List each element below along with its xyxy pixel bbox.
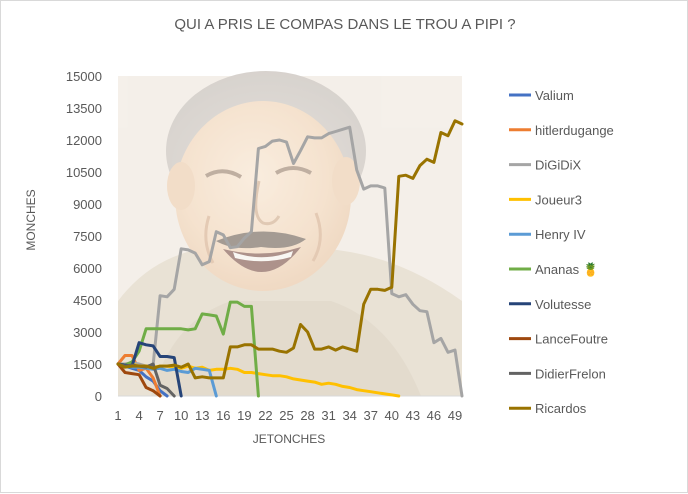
y-tick-label: 10500 <box>66 165 102 180</box>
x-axis-label: JETONCHES <box>253 432 325 446</box>
series-line-1 <box>116 354 162 398</box>
legend-label: Valium <box>535 88 574 103</box>
y-axis-label: MONCHES <box>24 189 38 250</box>
x-tick-label: 31 <box>321 408 335 423</box>
x-tick-label: 4 <box>135 408 142 423</box>
legend-label: Ricardos <box>535 401 587 416</box>
x-tick-label: 10 <box>174 408 188 423</box>
legend-label: DiGiDiX <box>535 158 582 173</box>
x-tick-label: 34 <box>342 408 356 423</box>
y-tick-label: 3000 <box>73 325 102 340</box>
x-tick-label: 19 <box>237 408 251 423</box>
x-tick-label: 37 <box>364 408 378 423</box>
x-tick-label: 49 <box>448 408 462 423</box>
y-tick-label: 13500 <box>66 101 102 116</box>
y-tick-label: 12000 <box>66 133 102 148</box>
legend-label: Volutesse <box>535 297 591 312</box>
x-tick-label: 13 <box>195 408 209 423</box>
y-tick-label: 15000 <box>66 69 102 84</box>
legend-label: LanceFoutre <box>535 332 608 347</box>
x-tick-label: 43 <box>406 408 420 423</box>
series-line-7 <box>116 362 162 398</box>
x-tick-label: 40 <box>385 408 399 423</box>
x-axis-ticks: 1 4 7 10 13 16 19 22 25 28 31 34 37 40 43 46 49 <box>114 408 462 423</box>
legend-label: hitlerdugange <box>535 123 614 138</box>
laughing-man-photo <box>118 71 462 396</box>
y-axis-ticks: 0 1500 3000 4500 6000 7500 9000 10500 12000 13500… <box>66 69 102 404</box>
chart-title: QUI A PRIS LE COMPAS DANS LE TROU A PIPI… <box>174 16 515 33</box>
y-tick-label: 1500 <box>73 357 102 372</box>
x-tick-label: 28 <box>300 408 314 423</box>
legend: Valium hitlerdugange DiGiDiX Joueur3 Henry I… <box>509 88 614 416</box>
legend-label: DidierFrelon <box>535 366 606 381</box>
legend-label: Henry IV <box>535 227 586 242</box>
series-lines <box>116 119 464 398</box>
x-tick-label: 1 <box>114 408 121 423</box>
series-line-2 <box>116 125 464 398</box>
series-line-9 <box>116 119 464 380</box>
x-tick-label: 22 <box>258 408 272 423</box>
y-tick-label: 4500 <box>73 293 102 308</box>
legend-label: Joueur3 <box>535 192 582 207</box>
x-tick-label: 7 <box>157 408 164 423</box>
y-tick-label: 7500 <box>73 229 102 244</box>
y-tick-label: 9000 <box>73 197 102 212</box>
legend-label: Ananas 🍍 <box>535 262 599 277</box>
x-tick-label: 46 <box>427 408 441 423</box>
y-tick-label: 6000 <box>73 261 102 276</box>
x-tick-label: 16 <box>216 408 230 423</box>
y-tick-label: 0 <box>95 389 102 404</box>
x-tick-label: 25 <box>279 408 293 423</box>
